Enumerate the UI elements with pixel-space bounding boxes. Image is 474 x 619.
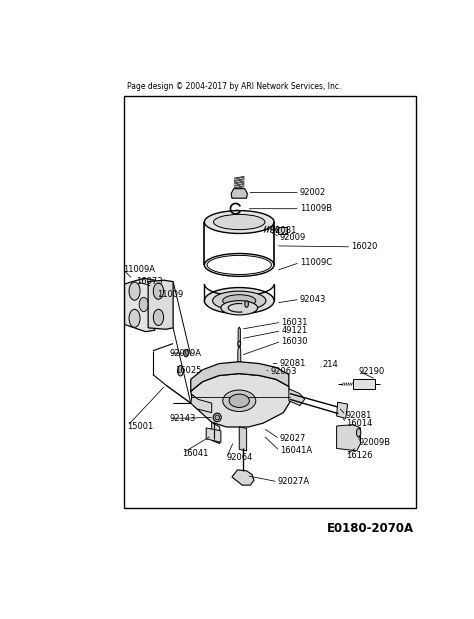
Text: 92064: 92064 [227,454,253,462]
Ellipse shape [204,210,274,233]
Polygon shape [191,374,291,427]
Ellipse shape [223,390,256,412]
Polygon shape [148,280,173,329]
Polygon shape [231,189,247,198]
Text: 16073: 16073 [137,277,163,286]
Ellipse shape [204,288,274,314]
Ellipse shape [129,282,140,300]
Text: 92063: 92063 [271,366,297,376]
Text: 92027: 92027 [280,435,306,443]
Ellipse shape [221,301,258,315]
Polygon shape [337,425,360,451]
Polygon shape [337,402,347,418]
Text: 16041: 16041 [182,449,209,457]
Text: 16041A: 16041A [280,446,312,456]
Text: 11009: 11009 [156,290,183,299]
Ellipse shape [356,428,361,437]
Ellipse shape [213,413,221,422]
Text: 92009B: 92009B [359,438,391,447]
Text: 16014: 16014 [346,418,372,428]
Polygon shape [212,422,220,444]
Text: 92002: 92002 [300,188,326,197]
Ellipse shape [223,295,256,306]
Text: 92027A: 92027A [278,477,310,487]
Polygon shape [239,427,246,451]
Text: 92043: 92043 [300,295,326,304]
Text: 11009C: 11009C [300,258,332,267]
Ellipse shape [215,415,219,420]
Ellipse shape [153,283,164,299]
Text: 16126: 16126 [346,451,372,460]
Text: 92081: 92081 [271,226,297,235]
Text: 16025: 16025 [175,366,201,375]
Ellipse shape [229,394,249,407]
Text: 92009A: 92009A [169,348,201,358]
Text: 16020: 16020 [351,242,378,251]
Text: 92081: 92081 [346,410,372,420]
Text: 92009: 92009 [280,233,306,242]
Ellipse shape [245,301,248,308]
Text: Page design © 2004-2017 by ARI Network Services, Inc.: Page design © 2004-2017 by ARI Network S… [127,82,342,91]
Text: 15001: 15001 [127,422,154,431]
Ellipse shape [213,214,265,230]
Ellipse shape [207,256,272,274]
Polygon shape [278,227,287,234]
Polygon shape [206,428,221,442]
Ellipse shape [184,349,188,357]
Text: 16030: 16030 [282,337,308,345]
Ellipse shape [178,365,183,376]
Polygon shape [238,347,241,361]
Text: 214: 214 [322,360,337,368]
Polygon shape [238,327,240,347]
Polygon shape [232,470,254,485]
Text: 92081: 92081 [280,359,306,368]
Text: 11009A: 11009A [124,265,155,274]
Text: 92190: 92190 [359,366,385,376]
Ellipse shape [129,310,140,327]
Text: 92143: 92143 [169,414,196,423]
Ellipse shape [139,297,148,311]
Polygon shape [353,379,375,389]
Text: E0180-2070A: E0180-2070A [327,522,414,535]
Ellipse shape [204,254,274,276]
Polygon shape [191,361,289,391]
Ellipse shape [213,291,266,310]
Polygon shape [289,389,305,405]
Text: 49121: 49121 [282,326,308,335]
Polygon shape [191,394,212,413]
Polygon shape [125,279,155,332]
Bar [124,96,416,508]
Text: 11009B: 11009B [300,204,332,213]
Ellipse shape [153,310,164,326]
Text: 16031: 16031 [282,318,308,327]
Ellipse shape [238,341,241,346]
